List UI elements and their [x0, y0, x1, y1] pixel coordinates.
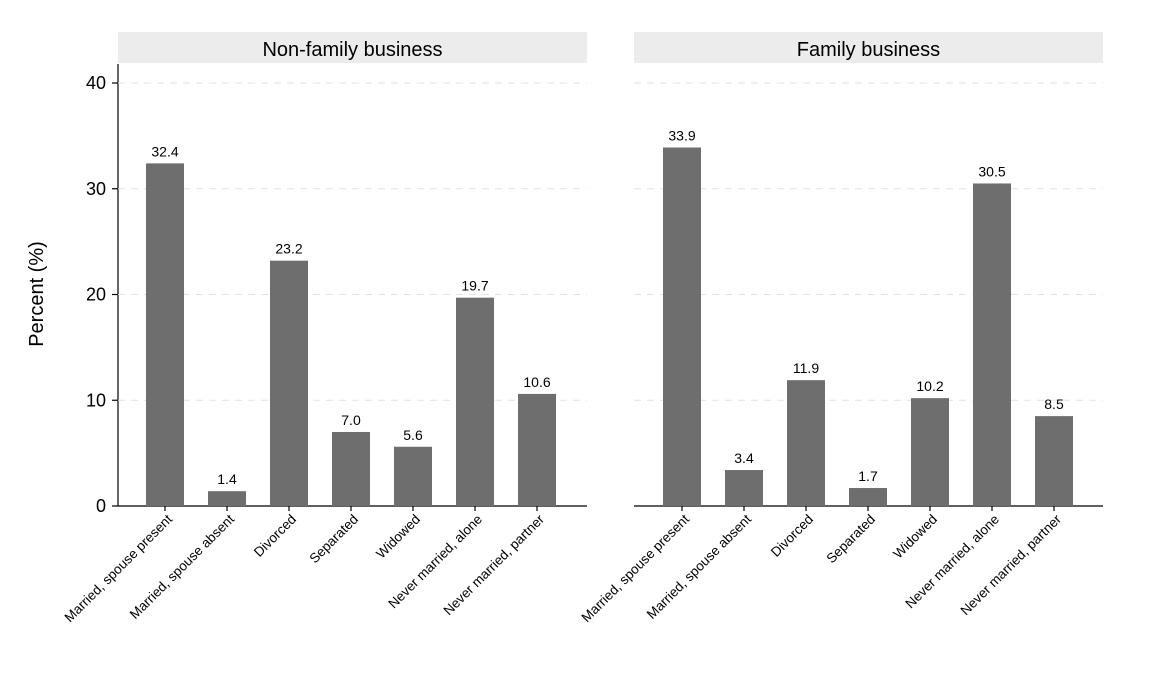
bar [1035, 416, 1073, 506]
bar-value-label: 30.5 [978, 163, 1005, 179]
x-tick-label: Never married, partner [440, 511, 547, 618]
bar-value-label: 33.9 [668, 128, 695, 144]
y-axis-label: Percent (%) [26, 241, 48, 347]
bar [270, 260, 308, 506]
y-tick-label: 0 [96, 496, 106, 516]
x-tick-label: Married, spouse absent [127, 511, 238, 622]
x-tick-label: Married, spouse present [579, 511, 693, 625]
bar [518, 393, 556, 506]
panel-title-bar [118, 32, 587, 63]
y-tick-label: 40 [86, 73, 106, 93]
x-tick-label: Widowed [890, 512, 940, 562]
bar-value-label: 10.2 [916, 378, 943, 394]
x-tick-label: Married, spouse present [62, 511, 176, 625]
x-tick-label: Married, spouse absent [644, 511, 755, 622]
bar-value-label: 1.7 [858, 468, 878, 484]
y-tick-label: 30 [86, 179, 106, 199]
x-tick-label: Widowed [373, 512, 423, 562]
bar [787, 380, 825, 506]
x-tick-label: Separated [306, 512, 361, 567]
y-tick-label: 20 [86, 285, 106, 305]
bar [456, 297, 494, 506]
x-tick-label: Divorced [251, 512, 299, 560]
bar [208, 491, 246, 506]
bar-value-label: 1.4 [217, 471, 237, 487]
y-tick-label: 10 [86, 390, 106, 410]
x-tick-label: Never married, partner [957, 511, 1064, 618]
bar-value-label: 23.2 [275, 241, 302, 257]
x-tick-label: Divorced [768, 512, 816, 560]
bar-value-label: 8.5 [1044, 396, 1064, 412]
bar-value-label: 10.6 [523, 374, 550, 390]
bar-value-label: 19.7 [461, 278, 488, 294]
bar [146, 163, 184, 506]
bar-value-label: 7.0 [341, 412, 361, 428]
bar [725, 470, 763, 506]
bar [394, 446, 432, 506]
bar-value-label: 11.9 [793, 360, 819, 376]
bar-value-label: 5.6 [403, 427, 423, 443]
panel-title-bar [634, 32, 1103, 63]
bar [663, 147, 701, 506]
x-tick-label: Separated [823, 512, 878, 567]
bar [911, 398, 949, 506]
bar [332, 431, 370, 506]
panel-title: Family business [797, 39, 940, 61]
bar [849, 488, 887, 506]
bar-value-label: 32.4 [151, 143, 178, 159]
panel-title: Non-family business [262, 39, 442, 61]
bar-value-label: 3.4 [734, 450, 754, 466]
bar [973, 183, 1011, 506]
